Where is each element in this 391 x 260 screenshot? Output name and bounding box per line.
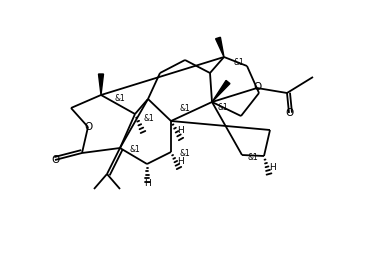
Text: H: H (143, 179, 151, 187)
Text: H: H (177, 126, 183, 134)
Text: O: O (285, 108, 293, 118)
Text: H: H (269, 162, 275, 172)
Text: &1: &1 (129, 146, 140, 154)
Text: O: O (84, 122, 92, 132)
Text: O: O (254, 82, 262, 92)
Polygon shape (99, 74, 104, 95)
Text: &1: &1 (234, 57, 245, 67)
Text: O: O (51, 155, 59, 165)
Text: &1: &1 (248, 153, 259, 162)
Polygon shape (212, 80, 230, 102)
Text: &1: &1 (218, 102, 229, 112)
Text: &1: &1 (114, 94, 125, 102)
Text: &1: &1 (179, 103, 190, 113)
Polygon shape (215, 37, 224, 57)
Text: &1: &1 (143, 114, 154, 122)
Text: &1: &1 (179, 150, 190, 159)
Text: H: H (177, 158, 183, 166)
